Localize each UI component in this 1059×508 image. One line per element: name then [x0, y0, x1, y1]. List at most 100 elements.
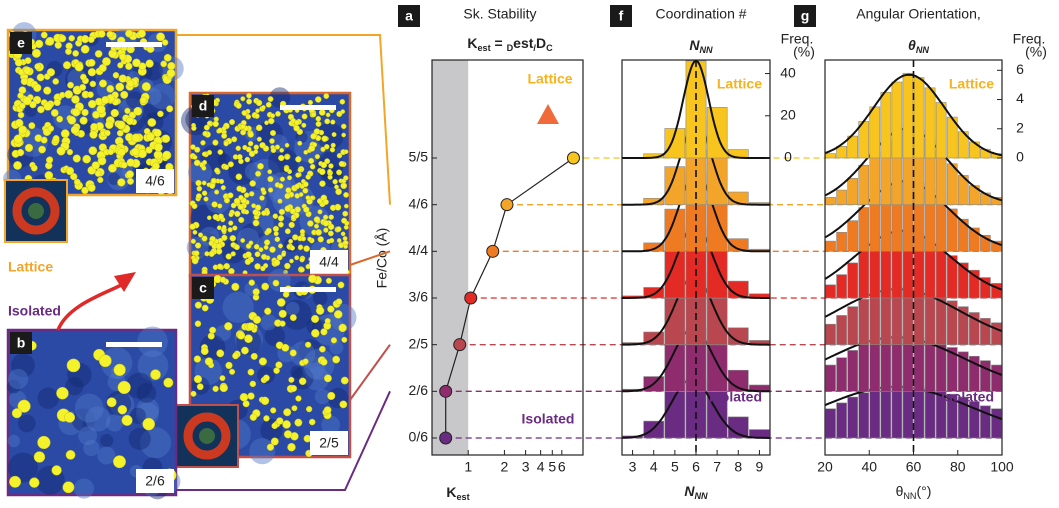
skyrmion-dot [95, 171, 101, 177]
skyrmion-dot [205, 358, 213, 366]
skyrmion-dot [285, 229, 290, 234]
skyrmion-dot [220, 384, 228, 392]
panel-header: NNN [689, 37, 713, 56]
histogram-bar [848, 263, 858, 298]
histogram-bar [936, 151, 946, 205]
skyrmion-dot [13, 161, 21, 169]
skyrmion-dot [64, 412, 74, 422]
skyrmion-dot [342, 337, 347, 342]
skyrmion-dot [285, 193, 291, 199]
histogram-bar [837, 275, 847, 298]
skyrmion-dot [304, 246, 310, 252]
skyrmion-dot [104, 130, 110, 136]
skyrmion-dot [217, 204, 222, 209]
y-tick-label: 0 [1016, 149, 1024, 165]
histogram-bar [848, 178, 858, 204]
skyrmion-dot [205, 251, 210, 256]
image-texture [37, 388, 58, 409]
x-tick-label: 9 [756, 459, 764, 475]
skyrmion-dot [331, 337, 337, 343]
image-texture [74, 479, 94, 499]
skyrmion-dot [237, 186, 243, 192]
skyrmion-dot [253, 209, 259, 215]
skyrmion-dot [209, 241, 214, 246]
skyrmion-dot [18, 93, 24, 99]
y-tick-label: 4 [1016, 90, 1024, 106]
skyrmion-dot [251, 204, 255, 208]
transition-arrowhead [114, 272, 136, 292]
skyrmion-dot [328, 164, 333, 169]
histogram-bar [870, 152, 880, 205]
skyrmion-dot [341, 124, 346, 129]
skyrmion-dot [260, 266, 265, 271]
image-texture [260, 314, 276, 330]
skyrmion-dot [154, 151, 163, 160]
skyrmion-dot [326, 278, 332, 284]
y-axis-label: Fe/Co (Å) [374, 228, 390, 289]
histogram-bar [826, 365, 836, 391]
skyrmion-dot [18, 69, 24, 75]
skyrmion-dot [66, 450, 75, 459]
skyrmion-dot [284, 167, 289, 172]
skyrmion-dot [339, 161, 345, 167]
skyrmion-dot [224, 198, 229, 203]
skyrmion-dot [255, 114, 260, 119]
x-axis-label: Kest [446, 484, 469, 503]
skyrmion-dot [209, 327, 215, 333]
skyrmion-dot [127, 159, 135, 167]
skyrmion-dot [25, 144, 33, 152]
skyrmion-dot [244, 210, 249, 215]
skyrmion-dot [278, 215, 284, 221]
skyrmion-dot [344, 244, 348, 248]
skyrmion-dot [274, 231, 279, 236]
skyrmion-dot [268, 96, 273, 101]
skyrmion-dot [264, 308, 271, 315]
skyrmion-dot [284, 263, 290, 269]
skyrmion-dot [148, 118, 156, 126]
panel-title: Coordination # [655, 6, 746, 22]
skyrmion-dot [73, 50, 79, 56]
skyrmion-dot [111, 109, 119, 117]
skyrmion-dot [249, 241, 253, 245]
skyrmion-dot [322, 136, 328, 142]
skyrmion-dot [203, 131, 208, 136]
data-point [454, 339, 466, 351]
skyrmion-dot [56, 116, 62, 122]
skyrmion-dot [17, 149, 24, 156]
skyrmion-dot [191, 391, 197, 397]
skyrmion-dot [328, 231, 333, 236]
skyrmion-dot [118, 148, 126, 156]
skyrmion-dot [268, 176, 274, 182]
skyrmion-dot [307, 237, 311, 241]
skyrmion-dot [294, 125, 300, 131]
skyrmion-dot [256, 125, 262, 131]
skyrmion-dot [253, 289, 260, 296]
skyrmion-dot [46, 157, 53, 164]
skyrmion-dot [218, 214, 224, 220]
skyrmion-dot [316, 307, 324, 315]
skyrmion-dot [237, 154, 242, 159]
lattice-label: Lattice [8, 259, 53, 275]
skyrmion-dot [207, 150, 212, 155]
image-texture [129, 428, 151, 450]
histogram-bar [837, 315, 847, 344]
skyrmion-dot [278, 183, 283, 188]
skyrmion-dot [323, 228, 328, 233]
figure: e4/6d4/4c2/5b2/6LatticeIsolatedaSk. Stab… [0, 0, 1059, 508]
skyrmion-dot [306, 196, 310, 200]
histogram-bar [991, 409, 1001, 438]
skyrmion-dot [209, 251, 215, 257]
skyrmion-dot [250, 414, 257, 421]
skyrmion-dot [306, 406, 312, 412]
panel-letter: f [619, 8, 624, 24]
skyrmion-dot [289, 377, 295, 383]
annotation: Lattice [717, 76, 762, 92]
skyrmion-dot [326, 113, 330, 117]
fft-center [28, 203, 44, 219]
x-tick-label: 100 [990, 459, 1014, 475]
skyrmion-dot [295, 184, 300, 189]
skyrmion-dot [324, 375, 331, 382]
skyrmion-dot [291, 215, 296, 220]
skyrmion-dot [48, 126, 54, 132]
skyrmion-dot [283, 291, 289, 297]
